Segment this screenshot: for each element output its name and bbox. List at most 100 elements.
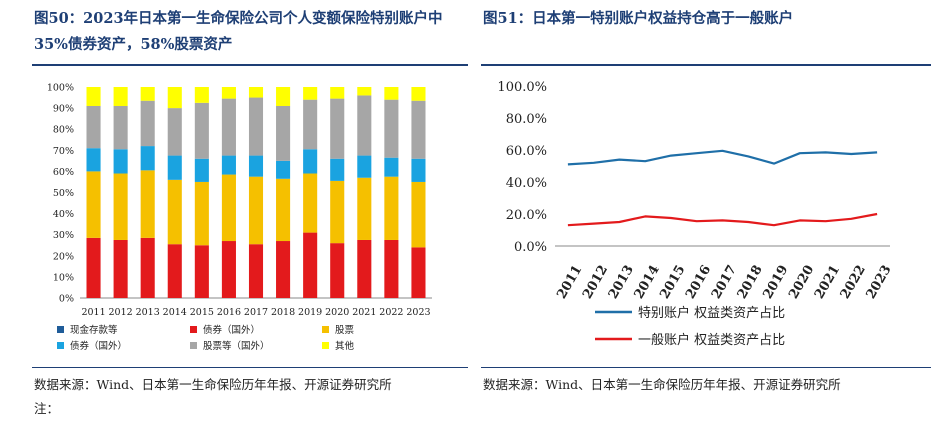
footer-divider: [32, 367, 468, 368]
y-tick-label: 90%: [53, 104, 74, 115]
bar-segment: [194, 245, 209, 298]
legend-swatch: [322, 326, 329, 333]
bar-segment: [167, 87, 182, 109]
footer-divider: [481, 367, 931, 368]
legend-swatch: [57, 342, 64, 349]
legend-swatch: [190, 342, 197, 349]
bar-segment: [86, 148, 101, 172]
y-tick-label: 20%: [53, 251, 74, 262]
legend-label: 一般账户 权益类资产占比: [638, 332, 785, 348]
x-tick-label: 2011: [554, 263, 585, 302]
legend-label: 其他: [335, 340, 355, 352]
chart-title: 图50：2023年日本第一生命保险公司个人变额保险特别账户中35%债券资产，58…: [34, 10, 443, 53]
bar-segment: [276, 241, 291, 298]
stacked-bar-chart: 0% 10% 20% 30% 40% 50% 60% 70% 80% 90% 100% 2011 201…: [47, 83, 432, 352]
y-tick-label: 30%: [53, 230, 74, 241]
y-tick-label: 70%: [53, 146, 74, 157]
y-tick-label: 50%: [53, 188, 74, 199]
bar-segment: [167, 244, 182, 298]
x-tick-label: 2022: [379, 307, 403, 318]
bar-segment: [194, 87, 209, 103]
x-tick-label: 2021: [812, 263, 843, 302]
x-tick-label: 2012: [580, 263, 611, 302]
bar-segment: [303, 87, 318, 100]
bar-segment: [303, 173, 318, 233]
x-tick-label: 2021: [352, 307, 376, 318]
legend-swatch: [322, 342, 329, 349]
x-tick-label: 2013: [606, 263, 637, 302]
bar-segment: [194, 102, 209, 159]
bar-segment: [357, 87, 372, 96]
bar-segment: [384, 176, 399, 240]
source-text: 数据来源：Wind、日本第一生命保险历年年报、开源证券研究所: [483, 377, 841, 392]
y-tick-label: 60%: [53, 167, 74, 178]
bar-segment: [140, 87, 155, 101]
legend-label: 股票等（国外）: [203, 340, 270, 352]
bar-segment: [357, 95, 372, 156]
right-panel: 图51：日本第一特别账户权益持仓高于一般账户 0.0% 20.0% 40.0% 60.…: [470, 0, 939, 421]
bar-segment: [221, 98, 236, 156]
bar-segment: [411, 247, 426, 298]
x-tick-label: 2023: [864, 263, 895, 302]
bar-segment: [113, 239, 128, 298]
bar-segment: [248, 176, 264, 245]
x-tick-label: 2012: [109, 307, 133, 318]
bar-segment: [411, 87, 426, 101]
x-tick-label: 2018: [735, 263, 766, 302]
x-tick-label: 2017: [709, 263, 740, 302]
y-tick-label: 60.0%: [506, 144, 547, 159]
bar-segment: [357, 177, 372, 240]
x-tick-label: 2016: [217, 307, 241, 318]
x-tick-label: 2014: [163, 307, 187, 318]
x-tick-label: 2022: [838, 263, 869, 302]
bar-segment: [330, 87, 345, 99]
bar-segment: [248, 97, 264, 156]
y-tick-label: 40%: [53, 209, 74, 220]
bar-segment: [86, 171, 101, 238]
bar-segment: [167, 108, 182, 156]
chart-title: 图51：日本第一特别账户权益持仓高于一般账户: [483, 10, 794, 27]
x-tick-label: 2015: [657, 263, 688, 302]
bar-segment: [411, 181, 426, 248]
legend-swatch: [57, 326, 64, 333]
bar-segment: [167, 155, 182, 180]
bar-segment: [303, 232, 318, 298]
x-tick-label: 2016: [683, 263, 714, 302]
bar-segment: [276, 178, 291, 242]
bar-segment: [221, 174, 236, 242]
source-note: 数据来源：Wind、日本第一生命保险历年年报、开源证券研究所 注：: [34, 373, 392, 421]
x-tick-label: 2014: [632, 263, 663, 302]
bar-segment: [330, 180, 345, 244]
bar-segment: [248, 244, 264, 298]
bar-segment: [140, 146, 155, 171]
bar-segment: [384, 157, 399, 177]
source-note: 数据来源：Wind、日本第一生命保险历年年报、开源证券研究所: [483, 373, 841, 397]
bar-segment: [303, 149, 318, 174]
bar-segment: [357, 155, 372, 178]
x-tick-label: 2019: [760, 263, 791, 302]
bar-segment: [140, 170, 155, 238]
x-tick-label: 2018: [271, 307, 295, 318]
x-tick-label: 2019: [298, 307, 322, 318]
bar-segment: [140, 237, 155, 298]
bar-segment: [194, 181, 209, 246]
y-tick-label: 40.0%: [506, 176, 547, 191]
bar-segment: [411, 100, 426, 159]
legend-label: 债券（国外）: [70, 340, 127, 352]
x-tick-label: 2011: [81, 307, 105, 318]
source-text: 数据来源：Wind、日本第一生命保险历年年报、开源证券研究所: [34, 377, 392, 392]
bar-segment: [384, 99, 399, 158]
bar-segment: [86, 237, 101, 298]
bar-segment: [303, 99, 318, 150]
bar-segment: [276, 87, 291, 106]
series-line: [567, 212, 878, 227]
x-tick-label: 2017: [244, 307, 268, 318]
y-tick-label: 10%: [53, 272, 74, 283]
bar-segment: [221, 241, 236, 298]
legend-label: 特别账户 权益类资产占比: [638, 305, 785, 321]
bar-segment: [221, 87, 236, 99]
y-tick-label: 80.0%: [506, 112, 547, 127]
bar-segment: [113, 149, 128, 174]
bar-segment: [167, 179, 182, 245]
bar-segment: [411, 158, 426, 182]
